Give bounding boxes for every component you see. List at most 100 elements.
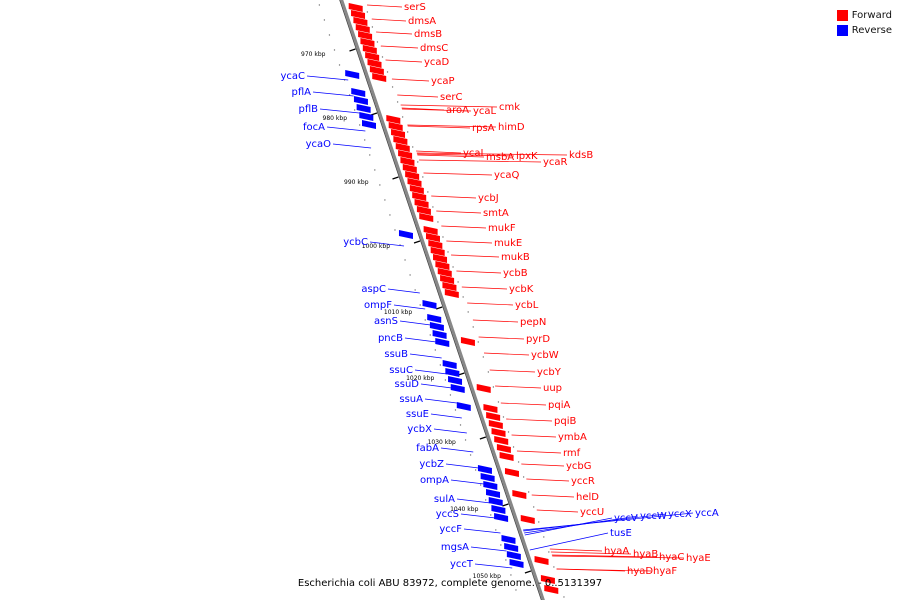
forward-gene-block (440, 275, 455, 284)
tick-mark (392, 176, 399, 180)
guide-dot (409, 274, 411, 276)
reverse-gene-label: yccW (640, 511, 667, 522)
reverse-gene-leader (440, 447, 474, 453)
guide-dot (374, 169, 376, 171)
forward-gene-label: ycaR (543, 157, 568, 168)
forward-gene-label: dmsA (408, 16, 436, 27)
forward-gene-label: hyaB (633, 549, 658, 560)
guide-dot (454, 409, 457, 411)
forward-gene-leader (556, 568, 652, 572)
forward-gene-block (504, 468, 519, 477)
forward-gene-block (360, 38, 375, 47)
forward-gene-block (496, 444, 511, 453)
forward-gene-block (544, 585, 559, 594)
guide-dot (406, 131, 409, 133)
forward-gene-block (512, 490, 527, 499)
forward-gene-label: mukB (501, 252, 530, 263)
forward-gene-block (425, 233, 440, 242)
forward-gene-label: yccR (571, 476, 595, 487)
forward-gene-leader (416, 152, 568, 156)
legend-forward: Forward (836, 8, 892, 23)
forward-gene-label: lpxK (516, 151, 538, 162)
tick-label: 970 kbp (301, 51, 326, 58)
reverse-gene-label: ycaO (306, 139, 332, 150)
forward-gene-label: pyrD (526, 334, 550, 345)
forward-gene-label: pqiB (554, 416, 576, 427)
forward-gene-label: uup (543, 383, 562, 394)
forward-gene-block (476, 384, 491, 393)
tick-mark (479, 436, 487, 440)
tick-mark (524, 570, 532, 574)
forward-gene-block (416, 206, 431, 215)
forward-gene-leader (495, 385, 542, 389)
reverse-gene-block (442, 360, 457, 369)
legend-reverse: Reverse (836, 23, 892, 38)
forward-gene-leader (419, 159, 542, 163)
guide-dot (333, 49, 336, 51)
guide-dot (558, 581, 560, 583)
forward-gene-block (483, 404, 498, 413)
forward-gene-block (369, 66, 384, 75)
guide-dot (422, 176, 424, 178)
forward-gene-label: helD (576, 492, 599, 503)
tick-mark (436, 306, 443, 310)
forward-gene-label: mukF (488, 223, 516, 234)
forward-gene-leader (489, 369, 536, 373)
forward-gene-leader (516, 450, 562, 454)
forward-gene-leader (416, 150, 462, 154)
forward-gene-block (433, 254, 448, 263)
tick-mark (413, 240, 421, 244)
reverse-gene-leader (474, 563, 513, 569)
forward-gene-leader (472, 319, 519, 323)
reverse-gene-block (429, 322, 444, 331)
guide-dot (396, 101, 399, 103)
forward-gene-leader (549, 548, 603, 552)
tick-label: 1040 kbp (450, 506, 478, 513)
forward-gene-label: ycbW (531, 350, 559, 361)
forward-gene-label: serS (404, 2, 426, 13)
forward-gene-label: rmf (563, 448, 581, 459)
forward-gene-label: dmsB (414, 29, 442, 40)
forward-gene-leader (400, 104, 498, 108)
forward-gene-block (412, 192, 427, 201)
forward-gene-label: ycaD (424, 57, 450, 68)
reverse-gene-leader (430, 413, 462, 419)
guide-dot (522, 476, 525, 478)
forward-gene-label: smtA (483, 208, 509, 219)
tick-label: 1030 kbp (428, 439, 456, 446)
reverse-gene-block (491, 505, 506, 514)
guide-dot (364, 139, 366, 141)
guide-dot (472, 326, 474, 328)
guide-dot (538, 521, 540, 523)
reverse-gene-leader (399, 320, 431, 326)
forward-gene-leader (461, 286, 508, 290)
tick-marks: 970 kbp 980 kbp 990 kbp 1000 kbp 1010 kbp 102… (301, 4, 565, 598)
guide-dot (429, 334, 431, 336)
forward-gene-label: cmk (499, 102, 520, 113)
guide-dot (328, 34, 331, 36)
guide-dot (404, 259, 406, 261)
forward-gene-label: hyaE (686, 553, 711, 564)
reverse-gene-leader (529, 532, 609, 551)
forward-gene-block (419, 213, 434, 222)
forward-gene-label: hyaD (627, 566, 653, 577)
guide-dot (412, 146, 414, 148)
guide-dot (469, 454, 472, 456)
forward-gene-label: pepN (520, 317, 546, 328)
forward-gene-block (499, 452, 514, 461)
forward-gene-leader (506, 418, 553, 422)
guide-dot (432, 206, 434, 208)
reverse-gene-leader (404, 337, 437, 343)
guide-dot (543, 536, 545, 538)
forward-gene-block (351, 10, 366, 19)
guide-dot (510, 574, 512, 576)
reverse-gene-label: focA (303, 122, 325, 133)
reverse-gene-block (398, 230, 413, 239)
guide-dot (419, 304, 421, 306)
guide-dot (487, 371, 490, 373)
guide-dot (527, 491, 530, 493)
tick-label: 1000 kbp (362, 243, 390, 250)
reverse-gene-leader (445, 463, 479, 469)
reverse-gene-block (504, 543, 519, 552)
guide-dot (563, 596, 565, 598)
